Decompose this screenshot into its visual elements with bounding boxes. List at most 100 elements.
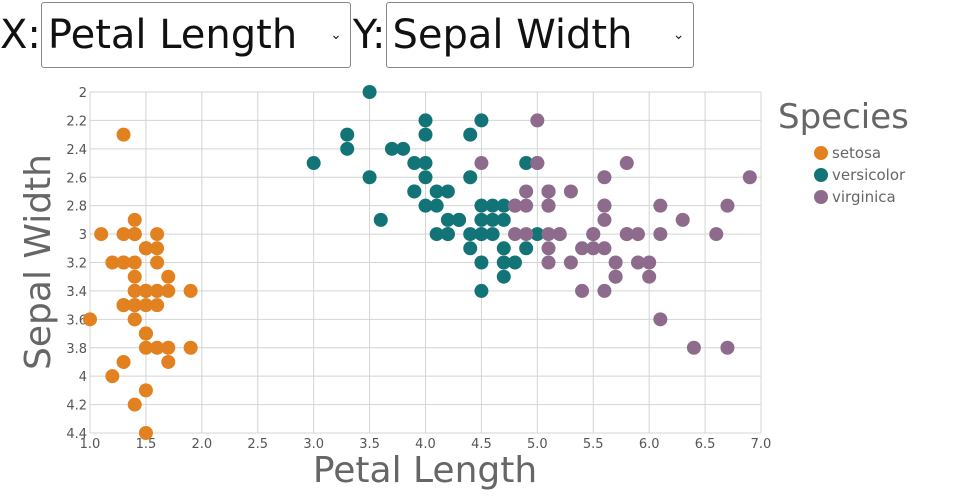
x-tick-label: 7.0: [751, 437, 772, 452]
data-point-versicolor: [452, 212, 467, 227]
data-point-setosa: [83, 312, 97, 327]
x-tick-label: 5.5: [583, 437, 604, 452]
data-point-virginica: [541, 227, 556, 242]
data-point-versicolor: [440, 227, 455, 242]
x-axis-label: X:: [0, 12, 41, 58]
data-point-versicolor: [485, 198, 500, 213]
data-point-virginica: [552, 227, 567, 242]
data-point-setosa: [127, 255, 142, 270]
data-point-setosa: [94, 227, 109, 242]
data-point-setosa: [138, 426, 153, 440]
data-point-versicolor: [429, 227, 444, 242]
data-point-virginica: [575, 283, 590, 298]
data-point-versicolor: [496, 198, 511, 213]
x-axis-title: Petal Length: [313, 450, 537, 491]
data-point-setosa: [161, 340, 176, 355]
data-point-virginica: [519, 198, 534, 213]
data-point-versicolor: [418, 156, 433, 171]
data-point-virginica: [597, 170, 612, 185]
y-tick-label: 4.4: [66, 427, 87, 442]
data-point-versicolor: [507, 255, 522, 270]
data-point-virginica: [686, 340, 701, 355]
data-point-versicolor: [485, 227, 500, 242]
data-point-virginica: [630, 227, 645, 242]
data-point-virginica: [541, 255, 556, 270]
data-point-virginica: [597, 241, 612, 256]
data-point-virginica: [619, 156, 634, 171]
data-point-virginica: [630, 255, 645, 270]
axis-controls: X: Petal Length ⌄ Y: Sepal Width ⌄: [0, 0, 696, 70]
data-point-virginica: [507, 198, 522, 213]
data-point-virginica: [563, 184, 578, 199]
data-point-setosa: [150, 255, 165, 270]
data-point-setosa: [150, 241, 165, 256]
data-point-setosa: [150, 340, 165, 355]
x-tick-label: 1.0: [80, 437, 101, 452]
data-point-versicolor: [519, 156, 534, 171]
data-point-versicolor: [474, 113, 489, 128]
y-axis-select[interactable]: Sepal Width ⌄: [385, 2, 694, 68]
data-point-virginica: [507, 227, 522, 242]
data-point-virginica: [653, 227, 668, 242]
legend-label-virginica: virginica: [832, 188, 896, 206]
data-point-setosa: [127, 397, 142, 412]
data-point-versicolor: [340, 127, 355, 142]
data-point-setosa: [127, 212, 142, 227]
y-axis-select-value: Sepal Width: [392, 12, 633, 58]
data-point-versicolor: [496, 255, 511, 270]
data-point-versicolor: [474, 255, 489, 270]
data-point-setosa: [161, 354, 176, 369]
data-point-versicolor: [396, 141, 411, 156]
data-point-virginica: [541, 198, 556, 213]
data-point-versicolor: [384, 141, 399, 156]
y-tick-label: 2.8: [66, 200, 87, 215]
data-point-virginica: [597, 283, 612, 298]
tick-labels: 1.0 1.5 2.0 2.5 3.0 3.5 4.0 4.5 5.0 5.5 6.0 6.5 7.0 2…: [66, 86, 771, 452]
data-point-virginica: [597, 212, 612, 227]
y-tick-label: 2.6: [66, 171, 87, 186]
data-point-versicolor: [407, 156, 422, 171]
x-axis-select-value: Petal Length: [47, 12, 298, 58]
data-point-setosa: [116, 255, 131, 270]
data-point-versicolor: [362, 170, 377, 185]
legend: Species setosa versicolor virginica: [778, 97, 909, 206]
data-point-virginica: [742, 170, 757, 185]
data-point-versicolor: [418, 113, 433, 128]
x-tick-label: 3.5: [359, 437, 380, 452]
data-point-virginica: [474, 156, 489, 171]
x-axis-select[interactable]: Petal Length ⌄: [40, 2, 351, 68]
data-point-virginica: [720, 340, 735, 355]
data-point-setosa: [150, 283, 165, 298]
data-point-versicolor: [340, 141, 355, 156]
data-point-setosa: [127, 227, 142, 242]
data-point-virginica: [608, 269, 623, 284]
data-point-setosa: [138, 298, 153, 313]
data-point-setosa: [127, 269, 142, 284]
y-tick-label: 3.6: [66, 313, 87, 328]
data-point-setosa: [116, 354, 131, 369]
legend-swatch-virginica: [814, 190, 828, 204]
y-tick-label: 3.4: [66, 285, 87, 300]
y-tick-label: 2.4: [66, 143, 87, 158]
data-point-versicolor: [474, 198, 489, 213]
data-point-versicolor: [474, 283, 489, 298]
data-point-virginica: [619, 227, 634, 242]
data-point-virginica: [586, 241, 601, 256]
data-point-versicolor: [530, 227, 545, 242]
data-point-versicolor: [463, 241, 478, 256]
data-point-setosa: [183, 283, 198, 298]
data-point-virginica: [575, 241, 590, 256]
y-axis-title: Sepal Width: [18, 154, 59, 370]
data-point-virginica: [709, 227, 724, 242]
y-tick-label: 4: [79, 370, 87, 385]
data-point-setosa: [138, 340, 153, 355]
grid-lines: [89, 91, 762, 434]
data-point-setosa: [161, 283, 176, 298]
data-point-versicolor: [474, 227, 489, 242]
data-point-setosa: [138, 326, 153, 341]
data-point-setosa: [105, 369, 120, 384]
data-point-versicolor: [496, 269, 511, 284]
legend-swatch-setosa: [814, 146, 828, 160]
data-point-setosa: [150, 227, 165, 242]
data-point-versicolor: [407, 184, 422, 199]
